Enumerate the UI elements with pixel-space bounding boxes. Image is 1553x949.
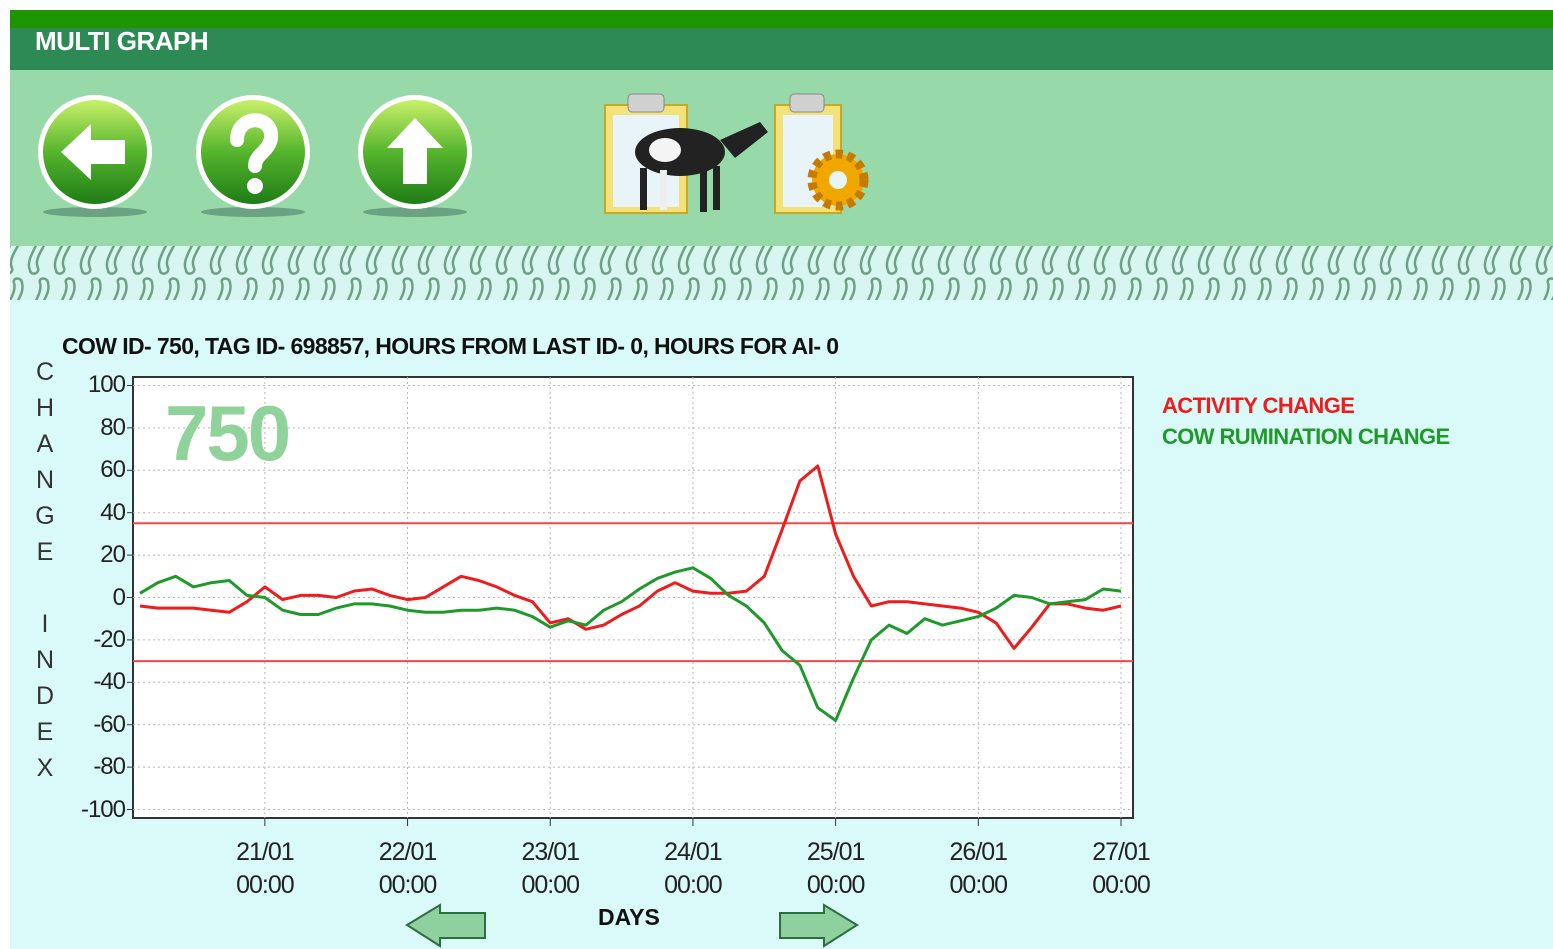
legend-entry: COW RUMINATION CHANGE (1162, 424, 1450, 450)
x-tick-label: 22/01 00:00 (353, 836, 463, 902)
y-tick-label: 60 (45, 458, 125, 482)
y-tick-label: -60 (45, 713, 125, 737)
y-tick-label: 20 (45, 543, 125, 567)
legend-entry: ACTIVITY CHANGE (1162, 393, 1354, 419)
header-title: MULTI GRAPH (35, 26, 208, 57)
x-axis-label: DAYS (598, 904, 660, 931)
x-tick-label: 27/01 00:00 (1066, 836, 1176, 902)
header-bar-top (10, 10, 1553, 30)
header-bar (10, 28, 1553, 70)
x-tick-label: 21/01 00:00 (210, 836, 320, 902)
x-tick-label: 26/01 00:00 (923, 836, 1033, 902)
watermark: 750 (165, 388, 289, 479)
y-tick-label: 0 (45, 586, 125, 610)
y-tick-label: -40 (45, 670, 125, 694)
y-tick-label: -80 (45, 755, 125, 779)
rope-border (10, 246, 1553, 300)
y-tick-label: -100 (45, 798, 125, 822)
x-tick-label: 24/01 00:00 (638, 836, 748, 902)
x-tick-label: 25/01 00:00 (781, 836, 891, 902)
y-tick-label: 40 (45, 501, 125, 525)
x-tick-label: 23/01 00:00 (495, 836, 605, 902)
y-tick-label: -20 (45, 628, 125, 652)
y-tick-label: 80 (45, 416, 125, 440)
chart-title: COW ID- 750, TAG ID- 698857, HOURS FROM … (62, 333, 838, 360)
y-tick-label: 100 (45, 373, 125, 397)
screen: MULTI GRAPH COW ID- 750, TAG ID- 698857,… (0, 0, 1553, 949)
